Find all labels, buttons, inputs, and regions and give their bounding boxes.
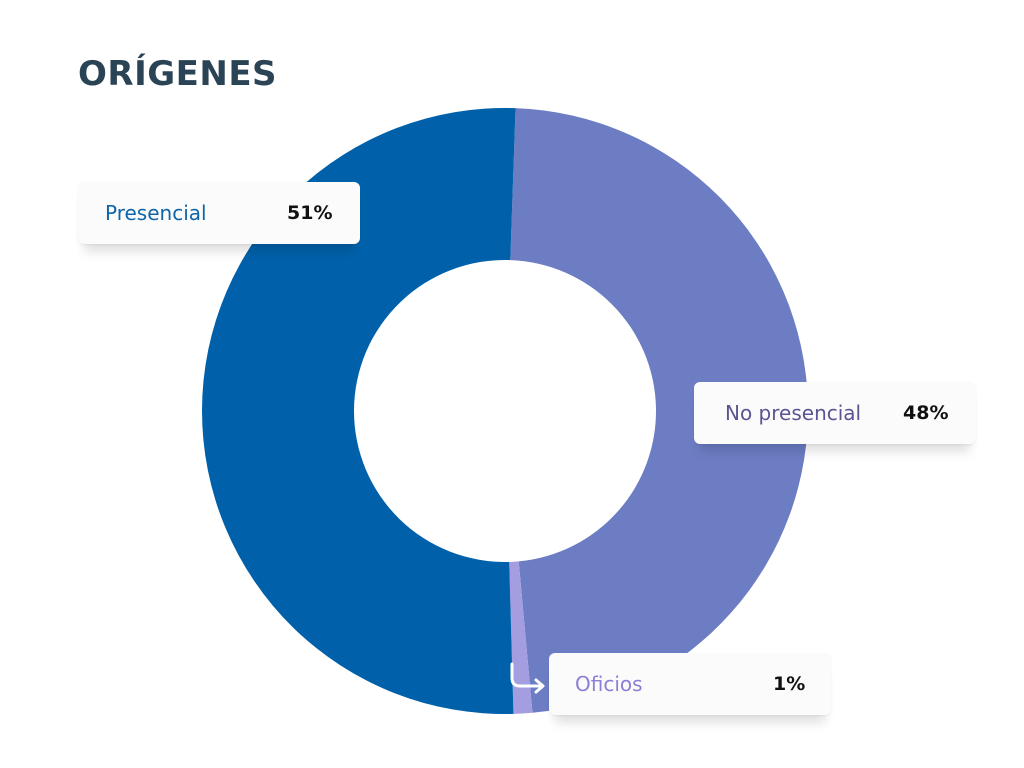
donut-slices [201,107,809,714]
slice-label-name: Presencial [105,201,207,225]
chart-title: ORÍGENES [78,54,278,94]
slice-label-oficios: Oficios 1% [549,653,831,715]
slice-label-value: 1% [773,673,806,695]
slice-label-value: 51% [287,202,333,224]
donut-slice-no-presencial [510,108,809,713]
oficios-callout-arrow-icon [510,662,545,694]
donut-slice-oficios [509,561,533,714]
slice-label-name: Oficios [575,672,643,696]
slice-label-name: No presencial [725,401,862,425]
donut-slice-presencial [201,107,516,714]
slice-label-value: 48% [903,402,949,424]
slice-label-no-presencial: No presencial 48% [694,382,976,444]
slice-label-presencial: Presencial 51% [78,182,360,244]
